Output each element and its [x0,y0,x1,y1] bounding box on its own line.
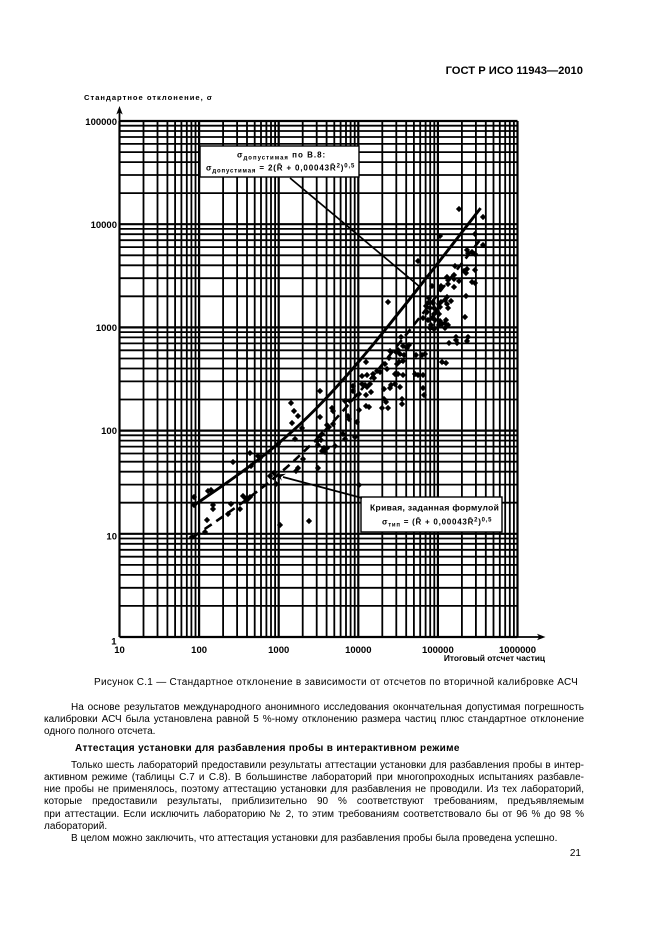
svg-text:Кривая, заданная формулой: Кривая, заданная формулой [370,503,499,513]
svg-text:10000: 10000 [91,220,117,231]
svg-text:1000: 1000 [96,323,117,334]
svg-text:Итоговый отсчет частиц: Итоговый отсчет частиц [444,653,546,663]
svg-text:σдопустимая = 2(R̄ + 0,00043R̄: σдопустимая = 2(R̄ + 0,00043R̄2)0,5 [206,164,355,175]
svg-text:1: 1 [111,637,117,648]
svg-text:100: 100 [101,426,117,437]
svg-text:10: 10 [114,645,125,656]
svg-text:Стандартное отклонение, σ: Стандартное отклонение, σ [84,93,213,102]
svg-text:1000000: 1000000 [499,645,536,656]
svg-text:σтип = (R̄ + 0,00043R̄2)0,5: σтип = (R̄ + 0,00043R̄2)0,5 [382,518,492,529]
svg-text:1000: 1000 [268,645,289,656]
svg-text:100000: 100000 [85,117,117,128]
svg-text:100: 100 [191,645,207,656]
svg-text:σдопустимая по В.8:: σдопустимая по В.8: [237,151,326,162]
svg-text:10000: 10000 [345,645,371,656]
svg-text:10: 10 [106,532,117,543]
svg-text:100000: 100000 [422,645,454,656]
